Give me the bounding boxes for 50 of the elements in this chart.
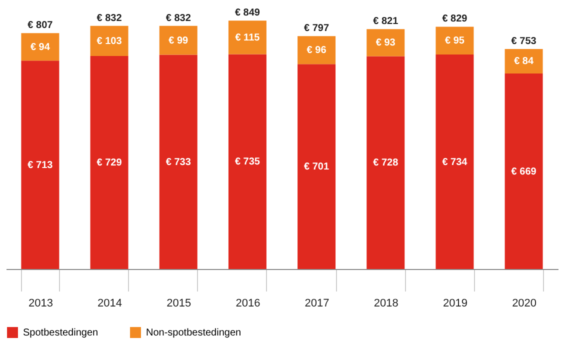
data-label: € 701 — [304, 162, 330, 173]
bar — [298, 36, 336, 64]
data-label: € 729 — [96, 157, 122, 168]
bar — [228, 20, 266, 54]
total-label: € 849 — [234, 8, 260, 19]
x-tick-label: 2015 — [166, 298, 192, 310]
legend-label: Non-spotbestedingen — [146, 328, 242, 339]
bar — [228, 54, 266, 269]
data-label: € 735 — [234, 156, 260, 168]
data-label: € 84 — [514, 56, 534, 68]
data-label: € 99 — [168, 35, 189, 46]
total-label: € 797 — [304, 23, 330, 34]
bar — [21, 33, 60, 61]
x-tick-label: 2019 — [442, 298, 468, 310]
data-label: € 669 — [511, 166, 537, 178]
total-label: € 821 — [373, 16, 399, 28]
x-tick-label: 2017 — [304, 298, 330, 310]
data-label: € 93 — [376, 38, 396, 49]
bar — [159, 26, 198, 55]
data-label: € 728 — [373, 158, 399, 169]
data-label: € 95 — [444, 36, 465, 47]
bar — [298, 64, 336, 269]
total-label: € 807 — [28, 20, 54, 32]
bar — [436, 54, 474, 269]
data-label: € 96 — [306, 45, 327, 56]
bar — [504, 48, 543, 74]
data-label: € 734 — [442, 156, 468, 168]
x-tick-label: 2018 — [374, 298, 398, 310]
x-tick-label: 2016 — [236, 298, 260, 310]
bar — [90, 56, 128, 269]
x-tick-label: 2014 — [98, 298, 122, 310]
x-tick-label: 2013 — [28, 298, 53, 310]
data-label: € 733 — [166, 156, 192, 168]
bar — [366, 29, 405, 56]
data-label: € 115 — [235, 32, 260, 44]
total-label: € 832 — [166, 12, 192, 24]
bar — [90, 26, 128, 56]
total-label: € 832 — [96, 12, 122, 24]
bar — [21, 60, 60, 269]
legend-label: Spotbestedingen — [23, 328, 98, 339]
total-label: € 829 — [442, 14, 468, 25]
bar — [436, 26, 474, 55]
data-label: € 103 — [96, 36, 122, 47]
total-label: € 753 — [511, 36, 537, 47]
data-label: € 94 — [30, 42, 50, 53]
bar — [159, 54, 198, 269]
x-tick-label: 2020 — [512, 298, 537, 310]
data-label: € 713 — [28, 160, 54, 171]
bar — [366, 56, 405, 269]
bar — [504, 74, 543, 269]
